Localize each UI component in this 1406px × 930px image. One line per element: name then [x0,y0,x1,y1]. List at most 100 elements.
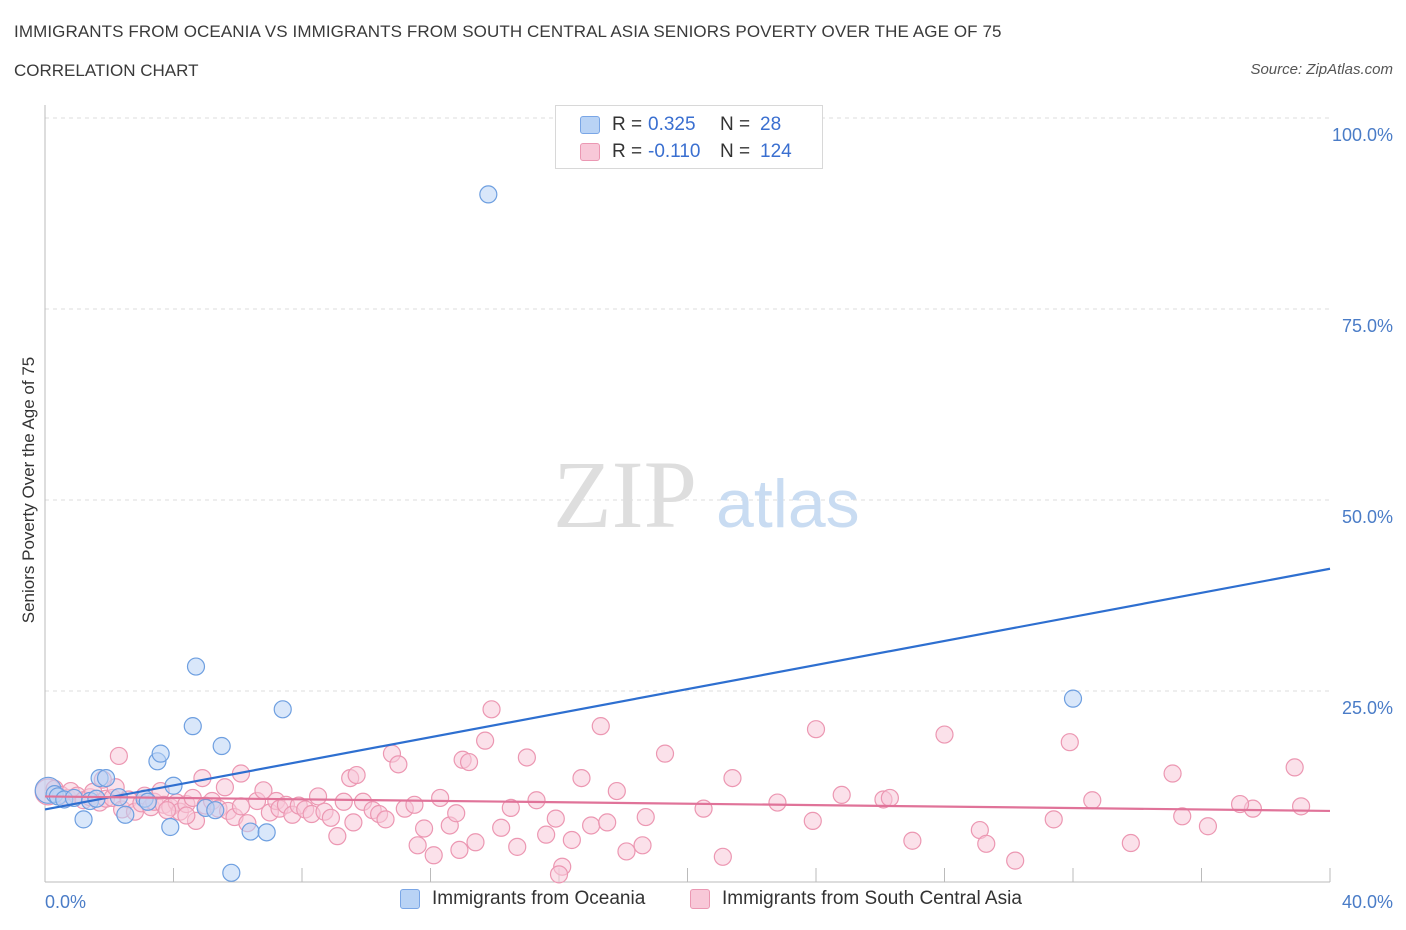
data-point [1163,764,1182,783]
data-point [424,846,443,865]
data-point [492,818,511,837]
data-point [1063,689,1083,708]
data-point [321,808,341,827]
data-point [713,847,732,866]
data-point [466,833,485,852]
r-value-oceania: 0.325 [648,114,696,135]
data-point [546,809,565,828]
y-tick-label: 75.0% [1342,316,1393,336]
data-point [479,185,498,204]
n-value-oceania: 28 [760,114,782,135]
data-point [1121,833,1140,853]
chart-title: IMMIGRANTS FROM OCEANIA VS IMMIGRANTS FR… [14,22,1002,41]
data-point [308,787,328,806]
data-point [273,700,292,719]
bottom-legend-south-central-asia: Immigrants from South Central Asia [690,888,1022,910]
bottom-legend-swatch-oceania [400,889,420,909]
data-point [527,791,546,810]
r-label: R = [612,141,643,162]
bottom-legend-label-oceania: Immigrants from Oceania [432,888,646,909]
bottom-legend-swatch-south-central-asia [690,889,710,909]
data-point [482,700,501,719]
data-point [582,816,601,835]
data-point [344,813,363,832]
y-axis-label: Seniors Poverty Over the Age of 75 [19,357,38,623]
data-point [806,720,826,739]
r-value-south-central-asia: -0.110 [648,141,701,162]
bottom-legend-label-south-central-asia: Immigrants from South Central Asia [722,888,1022,909]
data-point [903,831,922,850]
legend-row-oceania: R = 0.325 N = 28 [580,112,781,138]
data-point [376,810,395,829]
watermark-zip: ZIP [553,441,697,548]
data-point [241,822,260,841]
data-point [517,748,536,767]
n-label: N = [720,141,751,162]
data-point [591,717,610,736]
y-tick-label: 25.0% [1342,698,1393,718]
data-point [222,863,241,882]
data-point [183,717,202,736]
data-point [414,819,434,838]
data-point [1291,797,1311,816]
y-tick-label: 50.0% [1342,507,1393,527]
data-point [508,837,527,856]
data-point [389,755,408,774]
data-point [74,810,93,829]
data-point [607,781,626,801]
data-point [501,798,520,817]
data-point [832,785,851,805]
data-point [1230,794,1250,814]
data-point [1285,758,1304,777]
data-point [768,793,787,812]
bottom-legend-oceania: Immigrants from Oceania [400,888,645,910]
data-point [215,778,234,797]
data-point [935,725,954,744]
data-point [617,842,636,861]
data-points [34,185,1311,884]
source-note: Source: ZipAtlas.com [1250,61,1393,78]
data-point [212,736,231,756]
data-point [450,840,469,860]
data-point [1060,733,1079,752]
legend-swatch-south-central-asia [580,143,600,161]
data-point [459,752,479,772]
data-point [977,834,996,853]
watermark-atlas: atlas [716,466,860,542]
trend-line [44,795,1331,813]
data-point [447,804,466,823]
data-point [1173,807,1192,826]
data-point [1006,851,1025,870]
data-point [96,768,116,788]
data-point [116,805,135,824]
data-point [1083,791,1102,810]
chart-subtitle: CORRELATION CHART [14,61,199,80]
data-point [562,830,581,850]
data-point [231,797,251,816]
data-point [257,823,276,842]
data-point [803,811,822,830]
data-point [177,806,196,825]
n-label: N = [720,114,751,135]
data-point [161,817,180,837]
x-tick-label: 40.0% [1342,892,1393,912]
data-point [1198,817,1218,836]
data-point [633,836,652,855]
data-point [549,865,569,884]
data-point [598,813,617,832]
r-label: R = [612,114,643,135]
stats-legend: R = 0.325 N = 28 R = -0.110 N = 124 [555,105,823,169]
data-point [186,657,206,676]
data-point [572,768,591,788]
data-point [405,795,424,814]
data-point [636,807,655,827]
x-tick-label: 0.0% [45,892,86,912]
data-point [880,788,899,808]
data-point [138,792,157,811]
data-point [537,825,556,844]
data-point [347,765,366,785]
trend-line [44,567,1331,811]
data-point [206,801,225,820]
data-point [151,744,170,763]
